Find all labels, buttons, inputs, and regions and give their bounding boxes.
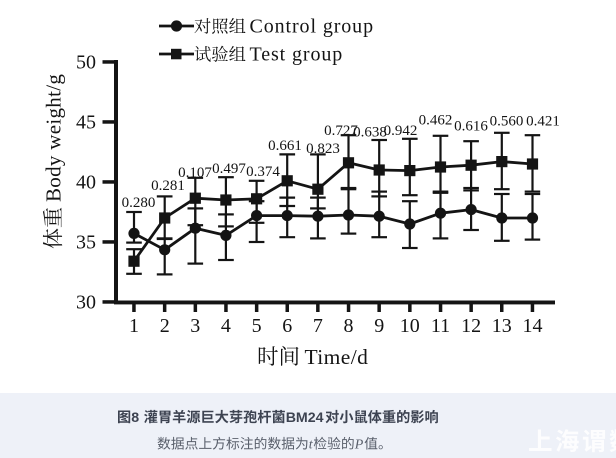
- svg-text:0.616: 0.616: [454, 119, 488, 135]
- svg-text:12: 12: [461, 315, 481, 337]
- svg-text:0.727: 0.727: [324, 123, 358, 139]
- svg-text:0.374: 0.374: [246, 164, 280, 180]
- svg-text:0.661: 0.661: [268, 138, 302, 154]
- svg-text:3: 3: [190, 315, 200, 337]
- svg-text:10: 10: [400, 315, 420, 337]
- svg-text:t: t: [309, 438, 314, 453]
- svg-text:0.421: 0.421: [526, 114, 560, 130]
- svg-text:13: 13: [492, 315, 512, 337]
- svg-text:Control group: Control group: [250, 16, 374, 38]
- svg-text:4: 4: [221, 315, 231, 337]
- svg-text:BM24: BM24: [286, 410, 324, 426]
- svg-text:0.107: 0.107: [178, 165, 212, 181]
- svg-text:8: 8: [344, 315, 354, 337]
- svg-text:Test group: Test group: [250, 44, 344, 66]
- svg-text:Time/d: Time/d: [305, 345, 369, 369]
- svg-text:0.280: 0.280: [122, 195, 156, 211]
- svg-text:9: 9: [374, 315, 384, 337]
- svg-text:0.281: 0.281: [151, 178, 185, 194]
- svg-text:30: 30: [76, 292, 96, 314]
- svg-text:P: P: [354, 438, 364, 453]
- svg-text:45: 45: [76, 112, 96, 134]
- svg-text:14: 14: [523, 315, 543, 337]
- svg-text:2: 2: [160, 315, 170, 337]
- svg-text:1: 1: [129, 315, 139, 337]
- svg-text:0.638: 0.638: [353, 125, 387, 141]
- svg-text:50: 50: [76, 52, 96, 74]
- svg-text:5: 5: [252, 315, 262, 337]
- svg-text:8: 8: [131, 410, 139, 426]
- svg-text:35: 35: [76, 232, 96, 254]
- svg-text:0.560: 0.560: [490, 114, 524, 130]
- svg-text:40: 40: [76, 172, 96, 194]
- svg-text:11: 11: [431, 315, 450, 337]
- svg-text:6: 6: [282, 315, 292, 337]
- svg-text:0.497: 0.497: [212, 161, 246, 177]
- svg-text:Body weight/g: Body weight/g: [42, 74, 66, 202]
- svg-text:0.823: 0.823: [306, 141, 340, 157]
- svg-text:7: 7: [313, 315, 323, 337]
- svg-text:0.462: 0.462: [419, 113, 453, 129]
- svg-text:0.942: 0.942: [384, 123, 418, 139]
